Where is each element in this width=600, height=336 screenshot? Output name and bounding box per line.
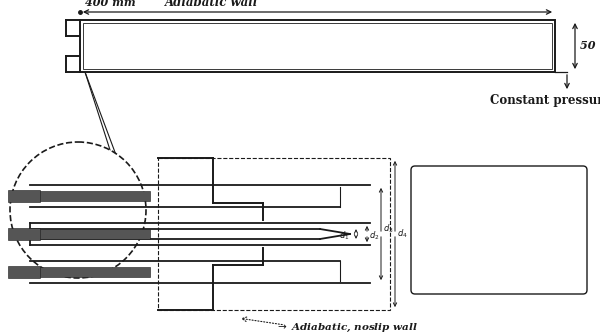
Text: d₂ = 5.0 mm: d₂ = 5.0 mm: [427, 212, 493, 221]
Bar: [8, 190, 40, 202]
Bar: [83, 23, 552, 69]
Bar: [30, 229, 150, 239]
Bar: [8, 266, 40, 278]
Bar: [158, 158, 390, 310]
Circle shape: [10, 142, 146, 278]
Bar: [8, 228, 40, 240]
Text: $d_4$: $d_4$: [397, 228, 408, 240]
Text: $d_1$: $d_1$: [339, 230, 349, 242]
Text: d₃ = 5.6 mm: d₃ = 5.6 mm: [427, 238, 493, 247]
FancyBboxPatch shape: [411, 166, 587, 294]
Text: d₄ = 10.0 mm: d₄ = 10.0 mm: [427, 262, 499, 271]
Text: GH₂: GH₂: [0, 194, 1, 203]
Text: $d_2$: $d_2$: [369, 230, 379, 242]
Text: GH₂: GH₂: [0, 269, 1, 279]
Bar: [30, 267, 150, 277]
Text: $d_3$: $d_3$: [383, 223, 394, 235]
Text: 50 mm: 50 mm: [580, 40, 600, 51]
Text: 400 mm: 400 mm: [85, 0, 136, 8]
Text: d₁ = 3.6 mm: d₁ = 3.6 mm: [427, 187, 493, 197]
Bar: [30, 191, 150, 201]
Text: Constant pressure outlet: Constant pressure outlet: [490, 94, 600, 107]
Bar: [80, 20, 555, 72]
Text: $\rightarrow$ Adiabatic, noslip wall: $\rightarrow$ Adiabatic, noslip wall: [275, 322, 418, 334]
Text: Adiabatic wall: Adiabatic wall: [165, 0, 258, 9]
